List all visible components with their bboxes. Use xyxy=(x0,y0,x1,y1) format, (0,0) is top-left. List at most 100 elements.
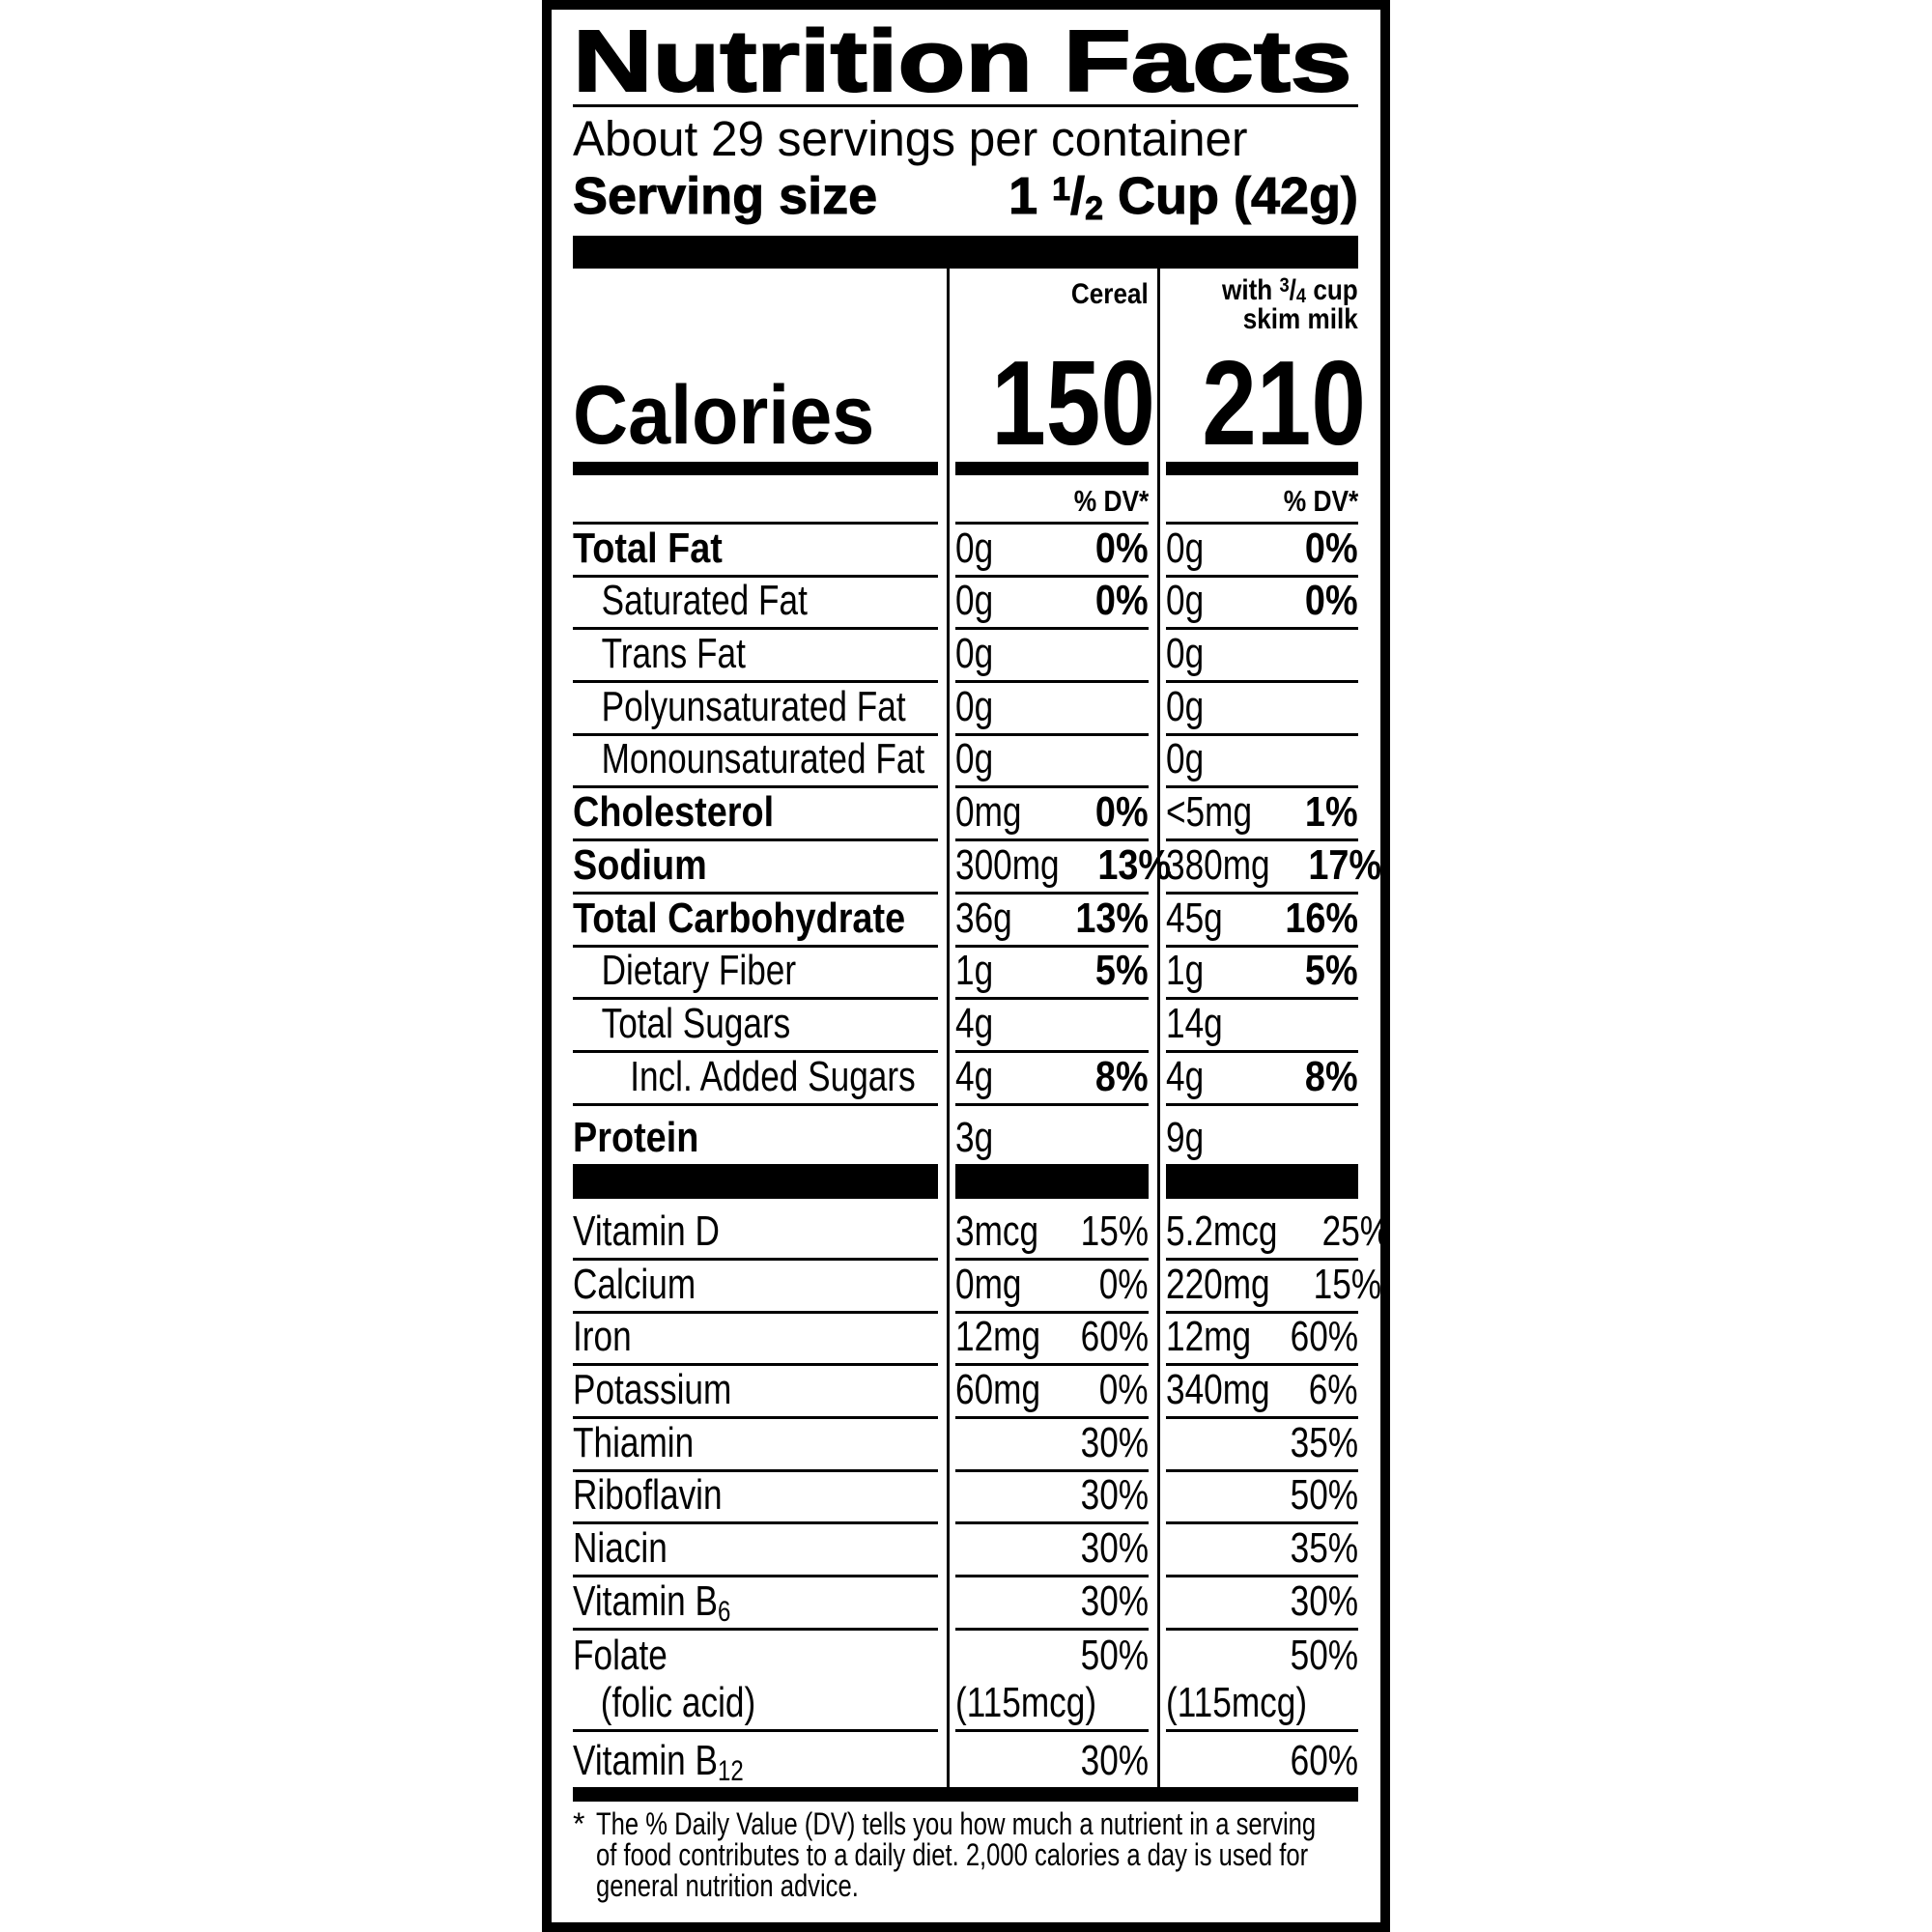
milk-denominator: 4 xyxy=(1296,285,1307,307)
row-cereal: 0mg 0% xyxy=(955,1261,1149,1314)
row-milk: 35% xyxy=(1166,1525,1358,1578)
nutrient-name-text: Thiamin xyxy=(573,1418,695,1466)
row-label: Calcium xyxy=(573,1261,938,1314)
row-cereal: 36g 13% xyxy=(955,895,1149,948)
label-title: Nutrition Facts xyxy=(572,13,1353,111)
amount-cereal: 1g xyxy=(955,947,994,995)
row-label: Iron xyxy=(573,1314,938,1367)
row-milk: 60% xyxy=(1166,1732,1358,1787)
serving-slash: / xyxy=(1070,167,1086,226)
nutrient-name: Polyunsaturated Fat xyxy=(573,682,906,730)
row-milk: 14g xyxy=(1166,1000,1358,1053)
amount-cereal: 3mcg xyxy=(955,1208,1039,1255)
dv-cereal: 0% xyxy=(1099,1260,1149,1308)
dv-cereal: 5% xyxy=(1095,947,1149,995)
row-label: Protein xyxy=(573,1106,938,1164)
nutrient-name-text: Iron xyxy=(573,1313,632,1361)
divider-thick xyxy=(955,1164,1149,1199)
footnote-text: of food contributes to a daily diet. 2,0… xyxy=(596,1837,1309,1872)
row-milk: 5.2mcg 25% xyxy=(1166,1199,1390,1261)
amount-milk: 9g xyxy=(1166,1113,1205,1161)
row-cereal: 0g xyxy=(955,736,1149,789)
row-milk: 1g 5% xyxy=(1166,948,1358,1001)
row-label: Vitamin D xyxy=(573,1199,938,1261)
amount-cereal: 36g xyxy=(955,894,1012,942)
serving-size-label: Serving size xyxy=(572,167,878,226)
amount-milk: 220mg xyxy=(1166,1260,1270,1308)
serving-denominator: 2 xyxy=(1085,190,1104,227)
nutrient-name: Total Carbohydrate xyxy=(573,896,905,940)
nutrient-name: Cholesterol xyxy=(573,791,774,834)
nutrient-subname: (folic acid) xyxy=(600,1678,756,1726)
row-label: Folate (folic acid) xyxy=(573,1631,938,1732)
serving-unit: Cup (42g) xyxy=(1118,167,1359,226)
amount-milk: 14g xyxy=(1166,999,1223,1047)
cereal-header-text: Cereal xyxy=(1071,278,1149,310)
nutrient-name-text: Sodium xyxy=(573,840,707,889)
dv-milk: 8% xyxy=(1305,1052,1358,1100)
dv-milk: 30% xyxy=(1290,1577,1358,1625)
dv-header-milk: % DV* xyxy=(1283,484,1358,518)
dv-milk: 60% xyxy=(1290,1313,1358,1361)
nutrient-name: Iron xyxy=(573,1316,632,1358)
calories-label: Calories xyxy=(573,369,875,462)
row-label: Dietary Fiber xyxy=(573,948,938,1001)
amount-milk: 0g xyxy=(1166,630,1205,678)
nutrient-name-text: Saturated Fat xyxy=(601,577,808,625)
row-cereal: 4g 8% xyxy=(955,1053,1149,1106)
row-label: Polyunsaturated Fat xyxy=(573,683,938,736)
row-label: Total Carbohydrate xyxy=(573,895,938,948)
row-cereal: 30% xyxy=(955,1419,1149,1472)
amount-milk: 4g xyxy=(1166,1052,1205,1100)
nutrient-name-text: Dietary Fiber xyxy=(601,947,797,995)
amount-cereal: 4g xyxy=(955,999,994,1047)
column-header-cereal: Cereal xyxy=(955,280,1149,309)
row-milk: 4g 8% xyxy=(1166,1053,1358,1106)
nutrient-name: Incl. Added Sugars xyxy=(573,1055,915,1098)
dv-cereal: 30% xyxy=(1080,1471,1149,1520)
row-label: Total Fat xyxy=(573,525,938,578)
dv-cereal: 60% xyxy=(1080,1313,1149,1361)
row-label: Vitamin B6 xyxy=(573,1577,938,1631)
divider-thin xyxy=(955,522,1149,525)
amount-milk: 1g xyxy=(1166,947,1205,995)
row-cereal: 12mg 60% xyxy=(955,1314,1149,1367)
amount-milk: 380mg xyxy=(1166,840,1270,889)
dv-milk: 35% xyxy=(1290,1418,1358,1466)
amount-milk: 0g xyxy=(1166,682,1205,730)
nutrient-name: Dietary Fiber xyxy=(573,950,796,992)
nutrient-name-text: Niacin xyxy=(573,1524,668,1573)
row-milk: 0g 0% xyxy=(1166,578,1358,631)
amount-milk: 12mg xyxy=(1166,1313,1252,1361)
serving-whole: 1 xyxy=(1009,167,1038,226)
column-divider xyxy=(1157,269,1160,1787)
row-label: Potassium xyxy=(573,1366,938,1420)
footnote-line: general nutrition advice. xyxy=(573,1870,1358,1901)
row-label: Total Sugars xyxy=(573,1000,938,1053)
dv-milk: 0% xyxy=(1305,577,1358,625)
row-cereal: 0g 0% xyxy=(955,525,1149,578)
dv-cereal: 30% xyxy=(1080,1736,1149,1784)
amount-milk: 0g xyxy=(1166,577,1205,625)
nutrient-name: Total Sugars xyxy=(573,1002,791,1045)
row-milk: 340mg 6% xyxy=(1166,1366,1358,1420)
amount-cereal: 60mg xyxy=(955,1366,1041,1414)
amount-cereal: 0mg xyxy=(955,788,1022,837)
nutrient-name-text: Vitamin B xyxy=(573,1736,718,1784)
amount-milk: 45g xyxy=(1166,894,1223,942)
nutrient-name-text: Vitamin D xyxy=(573,1208,720,1255)
nutrient-name: Saturated Fat xyxy=(573,580,808,622)
nutrient-name-text: Polyunsaturated Fat xyxy=(601,682,906,730)
row-label: Saturated Fat xyxy=(573,578,938,631)
amount-cereal: 0mg xyxy=(955,1260,1022,1308)
row-milk: 12mg 60% xyxy=(1166,1314,1358,1367)
serving-numerator: 1 xyxy=(1052,171,1071,208)
amount-milk: 5.2mcg xyxy=(1166,1208,1278,1255)
dv-milk: 1% xyxy=(1305,788,1358,837)
dv-milk: 15% xyxy=(1313,1260,1381,1308)
dv-cereal: 30% xyxy=(1080,1577,1149,1625)
milk-header-line1: with 3/4 cup xyxy=(1222,275,1358,307)
label-line: (folic acid) xyxy=(573,1677,938,1724)
dv-cereal: 0% xyxy=(1095,524,1149,572)
dv-milk: 25% xyxy=(1321,1208,1391,1255)
